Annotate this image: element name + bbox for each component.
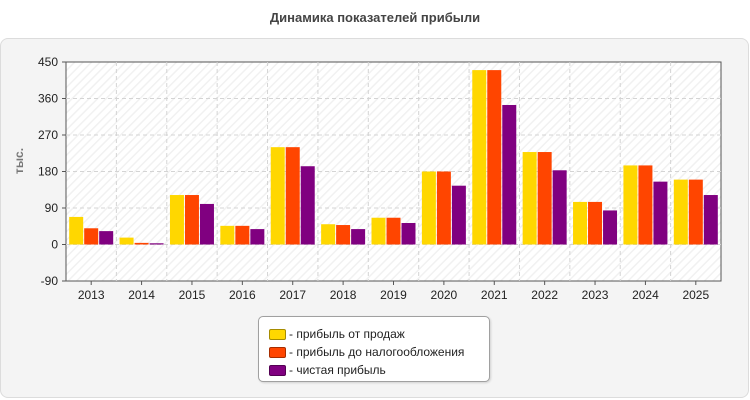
- bar: [371, 217, 386, 245]
- bar: [603, 210, 618, 245]
- bar: [351, 229, 366, 245]
- bar: [300, 166, 315, 245]
- y-tick-label: 270: [38, 128, 58, 142]
- bar: [69, 216, 84, 245]
- bar: [250, 229, 265, 245]
- chart-title: Динамика показателей прибыли: [269, 10, 481, 25]
- bar: [653, 181, 668, 245]
- bar: [235, 225, 250, 245]
- legend-item: - прибыль от продаж: [269, 325, 489, 343]
- bar: [220, 225, 235, 245]
- bar: [421, 171, 436, 245]
- bar: [588, 201, 603, 245]
- x-tick-label: 2015: [179, 288, 206, 302]
- legend-label: - прибыль от продаж: [289, 327, 405, 341]
- bar: [502, 104, 517, 245]
- y-tick-label: -90: [41, 274, 59, 288]
- bar: [169, 195, 184, 245]
- x-tick-label: 2016: [229, 288, 256, 302]
- bar: [673, 179, 688, 245]
- bar: [522, 152, 537, 245]
- x-tick-label: 2017: [279, 288, 306, 302]
- bar: [623, 165, 638, 245]
- x-tick-label: 2013: [78, 288, 105, 302]
- bar: [451, 185, 466, 245]
- legend-item: - чистая прибыль: [269, 361, 489, 379]
- bar: [321, 224, 336, 245]
- y-tick-label: 90: [45, 201, 59, 215]
- x-tick-label: 2025: [682, 288, 709, 302]
- bar: [703, 195, 718, 245]
- bar: [401, 223, 416, 245]
- y-tick-label: 360: [38, 92, 58, 106]
- bar: [84, 228, 99, 245]
- x-tick-label: 2020: [431, 288, 458, 302]
- bar: [285, 147, 300, 245]
- x-tick-label: 2018: [330, 288, 357, 302]
- bar: [119, 237, 134, 245]
- legend-label: - чистая прибыль: [289, 363, 386, 377]
- y-tick-label: 180: [38, 165, 58, 179]
- x-tick-label: 2021: [481, 288, 508, 302]
- bar: [638, 165, 653, 245]
- bar: [184, 195, 199, 245]
- x-tick-label: 2019: [380, 288, 407, 302]
- y-tick-label: 450: [38, 55, 58, 69]
- bar: [134, 242, 149, 245]
- bar: [688, 179, 703, 245]
- y-tick-label: 0: [51, 238, 58, 252]
- bar: [537, 152, 552, 245]
- legend-swatch: [269, 346, 286, 358]
- bar: [99, 231, 114, 245]
- legend: - прибыль от продаж - прибыль до налогоо…: [258, 316, 490, 382]
- bar: [552, 170, 567, 245]
- legend-item: - прибыль до налогообложения: [269, 343, 489, 361]
- bar: [472, 70, 487, 245]
- grid-lines: [66, 62, 721, 281]
- legend-swatch: [269, 328, 286, 340]
- legend-label: - прибыль до налогообложения: [289, 345, 465, 359]
- bar: [199, 203, 214, 245]
- y-axis: -90 0 90 180 270 360 450: [38, 55, 66, 288]
- x-tick-label: 2014: [128, 288, 155, 302]
- x-tick-label: 2022: [531, 288, 558, 302]
- bar: [573, 201, 588, 245]
- bar: [386, 217, 401, 245]
- bar: [270, 147, 285, 245]
- bar: [487, 70, 502, 245]
- x-tick-label: 2024: [632, 288, 659, 302]
- bar: [149, 243, 164, 245]
- x-axis: 2013 2014 2015 2016 2017 2018 2019 2020 2021 2022…: [78, 281, 709, 302]
- bar: [436, 171, 451, 245]
- legend-swatch: [269, 364, 286, 376]
- x-tick-label: 2023: [582, 288, 609, 302]
- bars: [69, 70, 718, 245]
- bar: [336, 225, 351, 245]
- y-axis-label: тыс.: [12, 148, 26, 174]
